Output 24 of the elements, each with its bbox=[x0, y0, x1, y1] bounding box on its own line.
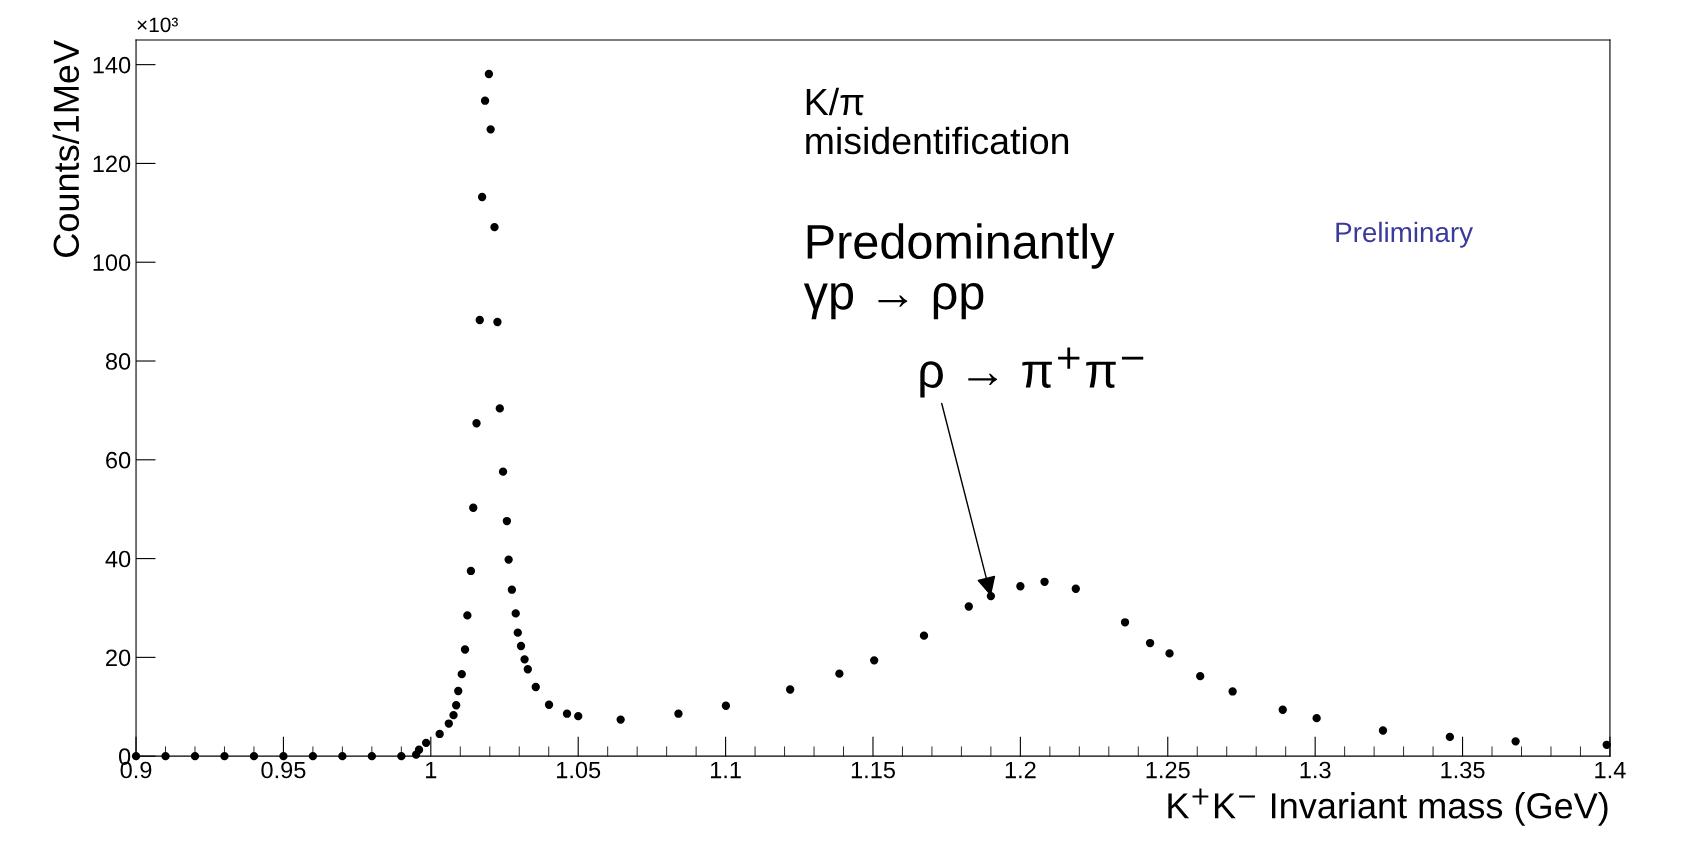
x-tick-label: 1.35 bbox=[1441, 761, 1485, 779]
y-tick-label: 140 bbox=[93, 56, 131, 74]
x-tick-label: 1.15 bbox=[851, 761, 895, 779]
x-tick-label: 1.4 bbox=[1595, 761, 1626, 779]
y-tick-label: 80 bbox=[105, 353, 131, 370]
y-tick-label: 120 bbox=[93, 155, 131, 173]
y-tick-label: 20 bbox=[106, 649, 131, 667]
annotation: Predominantly γp → ρp bbox=[803, 223, 1115, 320]
y-tick-label: 40 bbox=[105, 550, 131, 568]
x-tick-label: 1.1 bbox=[710, 761, 741, 779]
x-tick-label: 1.2 bbox=[1005, 761, 1036, 779]
x-tick-label: 1.3 bbox=[1300, 761, 1331, 779]
x-tick-label: 1.05 bbox=[557, 761, 601, 779]
text: ×10³ bbox=[137, 17, 178, 33]
x-tick-label: 1.25 bbox=[1146, 761, 1190, 779]
annotation: ρ → π$^{+}$π$^{−}$ bbox=[920, 347, 1144, 398]
annotation: K/π misidentification bbox=[806, 87, 1069, 155]
x-tick-label: 1 bbox=[426, 761, 437, 779]
x-tick-label: 0.95 bbox=[261, 761, 306, 779]
x-axis-title: K$^{+}$K$^{−}$ Invariant mass (GeV) bbox=[1168, 788, 1608, 826]
y-tick-label: 60 bbox=[106, 451, 131, 469]
y-tick-label: 100 bbox=[93, 254, 131, 272]
y-axis-title: Counts/1MeV bbox=[52, 40, 80, 257]
annotation: Preliminary bbox=[1336, 221, 1473, 248]
